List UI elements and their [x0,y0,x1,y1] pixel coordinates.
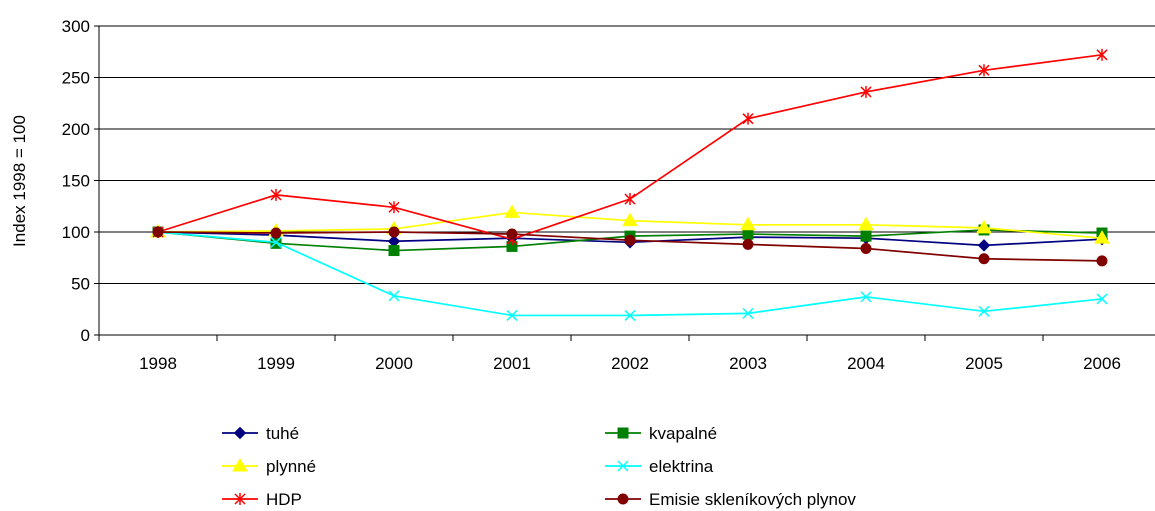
legend-item: kvapalné [605,424,717,443]
data-point [742,307,754,319]
legend-item: Emisie skleníkových plynov [605,490,856,509]
data-point [506,228,518,240]
x-tick-label: 1999 [257,354,295,373]
data-point [270,227,282,239]
legend-item: elektrina [605,457,714,476]
data-point [742,112,754,125]
y-tick-label: 250 [62,69,90,88]
data-point [152,226,164,238]
data-point [860,291,872,303]
legend-label: plynné [266,457,316,476]
data-point [742,238,754,250]
marker-stroke [860,291,872,303]
marker-stroke [978,305,990,317]
y-tick-label: 100 [62,223,90,242]
data-point [978,64,990,77]
y-tick-label: 300 [62,17,90,36]
y-tick-label: 200 [62,120,90,139]
data-point [977,239,991,252]
data-point [622,212,638,227]
marker-stroke [506,309,518,321]
data-point [388,201,400,214]
data-point [504,204,520,218]
data-point [1094,230,1110,244]
legend: tuhé kvapalné plynné elektrina HDP Emisie skl… [222,424,856,509]
legend-label: Emisie skleníkových plynov [649,490,856,509]
marker-stroke [624,309,636,321]
data-point [976,219,992,234]
x-tick-labels: 1998 1999 2000 2001 2002 2003 2004 2005 2006 [139,354,1121,373]
y-tick-label: 50 [71,275,90,294]
y-tick-labels: 0 50 100 150 200 250 300 [62,17,90,345]
axes [94,25,1155,341]
data-point [270,236,282,248]
marker-stroke [270,236,282,248]
marker-stroke [617,460,629,472]
legend-marker [617,460,629,472]
data-point [742,228,754,240]
data-point [978,253,990,265]
x-tick-label: 2001 [493,354,531,373]
x-tick-label: 2003 [729,354,767,373]
legend-marker [233,426,247,440]
x-tick-label: 2000 [375,354,413,373]
data-point [506,309,518,321]
data-point [388,290,400,302]
data-point [624,234,636,246]
data-point [388,245,400,257]
series-line [157,53,1103,241]
series-group [150,48,1110,321]
data-point [860,85,872,98]
legend-label: elektrina [649,457,714,476]
data-point [1096,48,1108,61]
marker-stroke [1096,293,1108,305]
data-point [978,305,990,317]
y-axis-label: Index 1998 = 100 [10,115,29,247]
legend-item: tuhé [222,424,299,443]
marker-stroke [388,290,400,302]
data-point [624,193,636,206]
data-point [740,216,756,231]
y-tick-label: 150 [62,172,90,191]
legend-label: HDP [266,490,302,509]
legend-marker [617,427,629,439]
x-tick-label: 2004 [847,354,885,373]
x-tick-label: 2005 [965,354,1003,373]
legend-marker [617,493,629,505]
data-point [270,188,282,201]
data-point [1096,255,1108,267]
data-point [388,226,400,238]
x-tick-label: 1998 [139,354,177,373]
marker-stroke [742,307,754,319]
x-tick-label: 2002 [611,354,649,373]
series-4 [152,48,1108,246]
legend-item: plynné [222,457,316,476]
legend-label: tuhé [266,424,299,443]
data-point [858,216,874,231]
y-tick-label: 0 [81,326,90,345]
x-tick-label: 2006 [1083,354,1121,373]
series-3 [152,226,1108,321]
legend-item: HDP [222,490,302,509]
series-5 [152,226,1108,267]
data-point [860,230,872,242]
data-point [1096,293,1108,305]
legend-label: kvapalné [649,424,717,443]
legend-marker [234,493,246,505]
legend-marker [232,458,248,472]
data-point [624,309,636,321]
data-point [860,242,872,254]
